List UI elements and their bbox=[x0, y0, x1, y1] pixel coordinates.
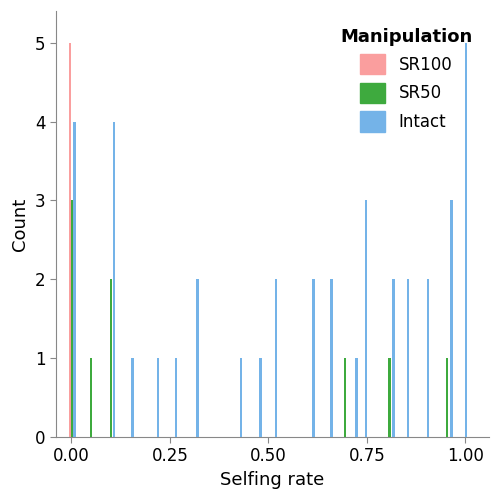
Bar bbox=[330, 279, 332, 437]
Bar bbox=[72, 200, 74, 437]
Bar bbox=[260, 358, 262, 437]
Bar bbox=[90, 358, 92, 437]
Bar bbox=[450, 200, 452, 437]
Bar bbox=[110, 279, 112, 437]
Bar bbox=[69, 42, 71, 437]
Bar bbox=[74, 122, 76, 437]
Bar bbox=[157, 358, 160, 437]
Bar bbox=[344, 358, 346, 437]
Legend: SR100, SR50, Intact: SR100, SR50, Intact bbox=[332, 20, 480, 140]
Bar bbox=[446, 358, 448, 437]
Bar bbox=[407, 279, 410, 437]
X-axis label: Selfing rate: Selfing rate bbox=[220, 471, 324, 489]
Bar bbox=[196, 279, 198, 437]
Bar bbox=[275, 279, 278, 437]
Y-axis label: Count: Count bbox=[11, 198, 29, 250]
Bar bbox=[388, 358, 391, 437]
Bar bbox=[356, 358, 358, 437]
Bar bbox=[392, 279, 395, 437]
Bar bbox=[240, 358, 242, 437]
Bar bbox=[132, 358, 134, 437]
Bar bbox=[465, 42, 467, 437]
Bar bbox=[427, 279, 430, 437]
Bar bbox=[174, 358, 177, 437]
Bar bbox=[365, 200, 367, 437]
Bar bbox=[312, 279, 315, 437]
Bar bbox=[113, 122, 115, 437]
